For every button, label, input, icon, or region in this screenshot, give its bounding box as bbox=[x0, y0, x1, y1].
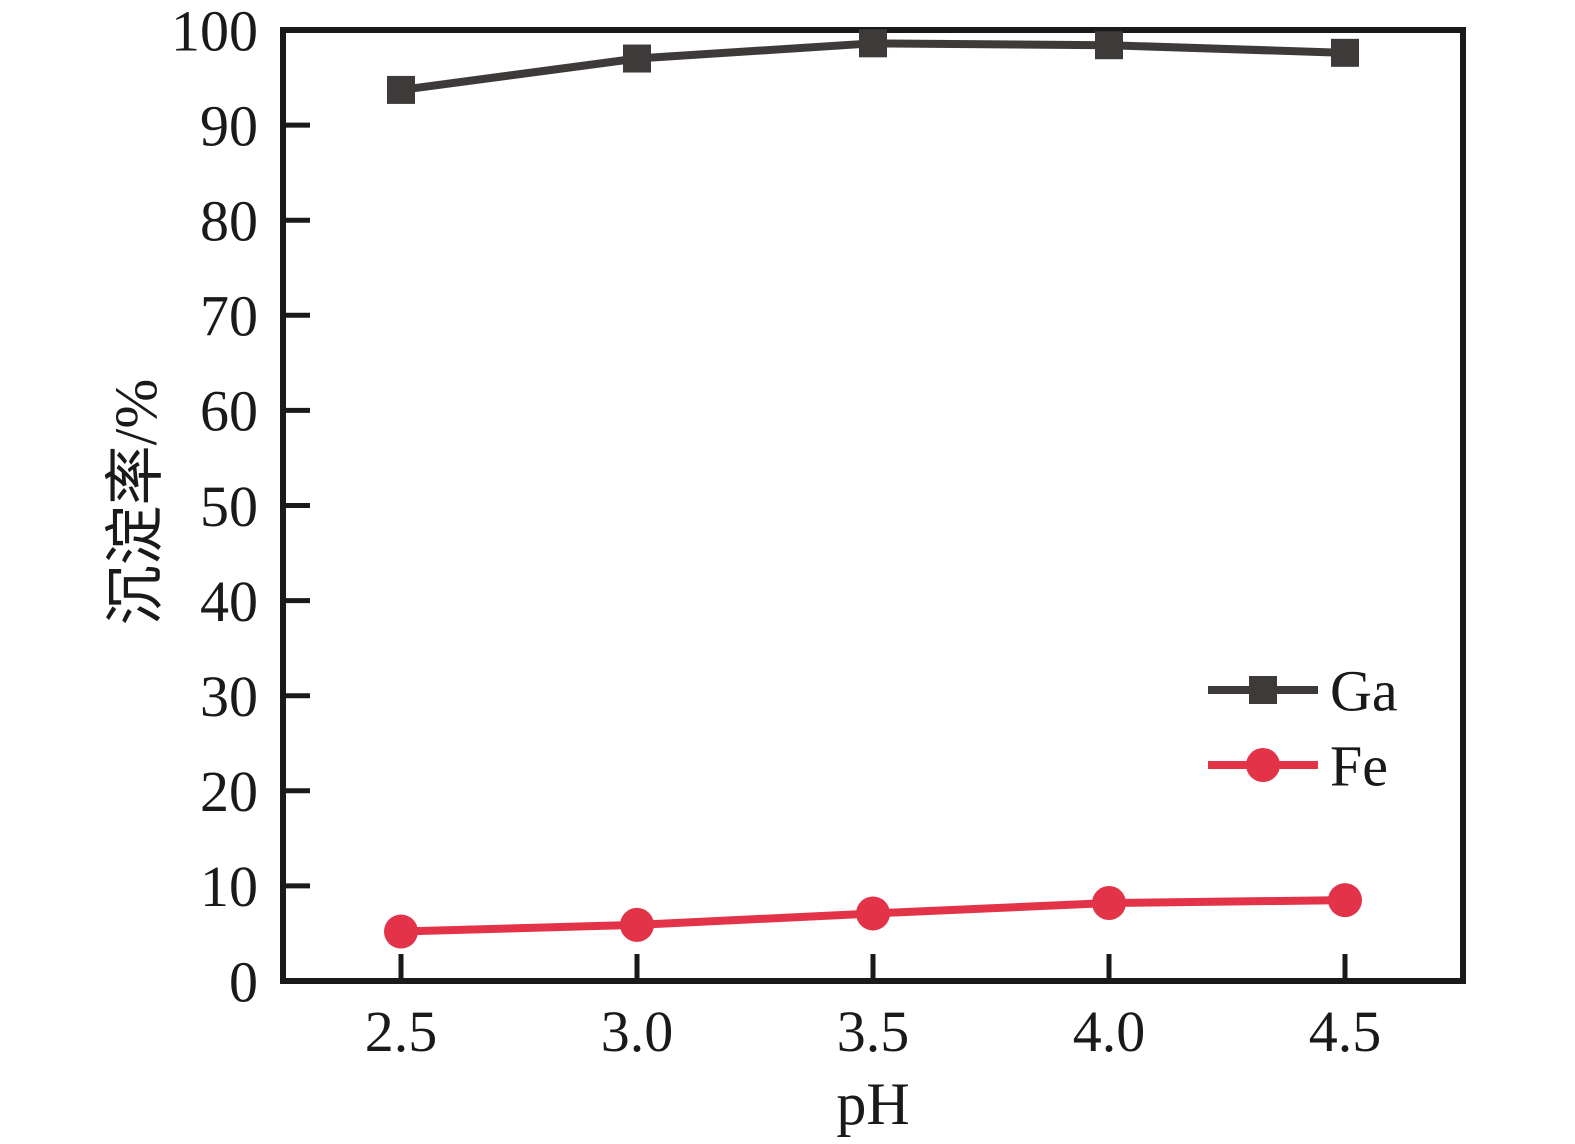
marker-Fe bbox=[384, 914, 418, 949]
marker-Fe bbox=[1328, 883, 1362, 918]
y-axis-label: 沉淀率/% bbox=[103, 379, 169, 626]
y-tick-label: 40 bbox=[200, 569, 258, 634]
marker-Fe bbox=[620, 907, 654, 942]
x-tick-label: 4.0 bbox=[1073, 999, 1146, 1064]
y-tick-label: 90 bbox=[200, 93, 258, 158]
marker-Ga bbox=[859, 29, 887, 58]
data-series-layer bbox=[384, 29, 1362, 949]
marker-Ga bbox=[1095, 31, 1123, 60]
legend-item-Ga: Ga bbox=[1208, 658, 1398, 723]
y-tick-label: 20 bbox=[200, 759, 258, 824]
marker-Ga bbox=[1331, 38, 1359, 67]
legend-label-Ga: Ga bbox=[1330, 658, 1398, 723]
y-tick-label: 80 bbox=[200, 189, 258, 254]
marker-Fe bbox=[1092, 886, 1126, 921]
x-tick-label: 3.5 bbox=[837, 999, 910, 1064]
y-tick-label: 10 bbox=[200, 854, 258, 919]
y-tick-label: 30 bbox=[200, 664, 258, 729]
y-tick-label: 70 bbox=[200, 284, 258, 349]
plot-area-border bbox=[280, 27, 1466, 984]
x-axis-label: pH bbox=[836, 1071, 909, 1137]
marker-Ga bbox=[623, 44, 651, 73]
y-axis-tick-labels: 0 10 20 30 40 50 60 70 80 90 100 bbox=[171, 0, 258, 1014]
x-tick-label: 4.5 bbox=[1309, 999, 1382, 1064]
legend-label-Fe: Fe bbox=[1330, 733, 1388, 798]
x-tick-label: 2.5 bbox=[365, 999, 438, 1064]
legend-item-Fe: Fe bbox=[1208, 733, 1388, 798]
legend: Ga Fe bbox=[1208, 658, 1398, 798]
y-tick-label: 50 bbox=[200, 474, 258, 539]
x-axis-ticks bbox=[398, 954, 1348, 978]
y-tick-label: 0 bbox=[229, 949, 258, 1014]
x-axis-tick-labels: 2.5 3.0 3.5 4.0 4.5 bbox=[365, 999, 1382, 1064]
y-tick-label: 60 bbox=[200, 379, 258, 444]
marker-Fe bbox=[856, 896, 890, 931]
legend-marker-Fe bbox=[1246, 748, 1280, 782]
y-axis-ticks bbox=[286, 27, 310, 984]
x-tick-label: 3.0 bbox=[601, 999, 674, 1064]
y-tick-label: 100 bbox=[171, 0, 258, 63]
marker-Ga bbox=[387, 75, 415, 104]
legend-marker-Ga bbox=[1249, 676, 1277, 704]
